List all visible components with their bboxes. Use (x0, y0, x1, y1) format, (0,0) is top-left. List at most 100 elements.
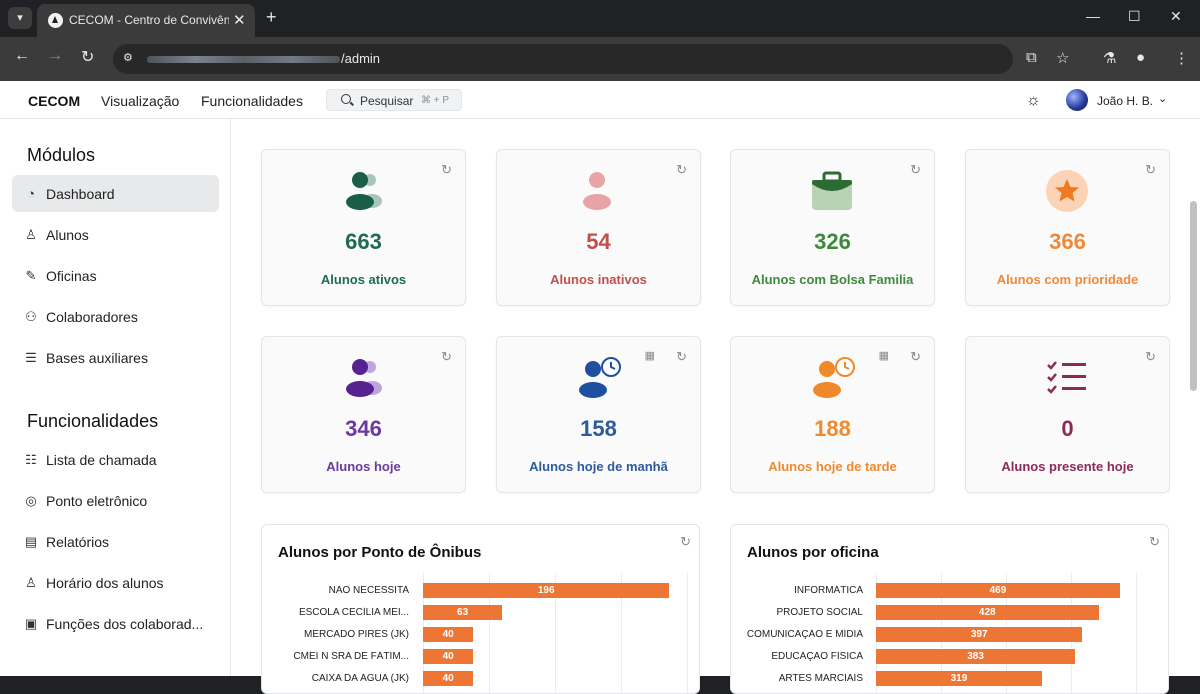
refresh-icon[interactable]: ↻ (680, 534, 691, 549)
site-settings-icon[interactable]: ⚙ (123, 52, 133, 64)
users-icon: ⚇ (25, 309, 37, 324)
chart-bar-value-label: 196 (537, 585, 555, 596)
sidebar-item-funcoes-dos-colaboradores[interactable]: ▣ Funções dos colaborad... (12, 605, 219, 642)
chart-bar[interactable]: 40 (423, 627, 474, 642)
theme-toggle-sun-icon[interactable]: ☼ (1026, 92, 1041, 109)
refresh-icon[interactable]: ↻ (676, 349, 687, 364)
sidebar-item-ponto-eletronico[interactable]: ◎ Ponto eletrônico (12, 482, 219, 519)
refresh-icon[interactable]: ↻ (441, 349, 452, 364)
refresh-icon[interactable]: ↻ (1145, 162, 1156, 177)
sidebar-item-label: Dashboard (46, 186, 115, 202)
gauge-icon: ◔ (27, 186, 35, 201)
chart-gridline (555, 573, 556, 693)
chart-bar-value-label: 40 (442, 629, 454, 640)
card-value: 366 (1049, 229, 1086, 254)
chart-bar[interactable]: 196 (423, 583, 670, 598)
chart-category-label: MERCADO PIRES (JK) (303, 629, 409, 640)
search-label: Pesquisar (360, 94, 414, 108)
refresh-icon[interactable]: ↻ (910, 349, 921, 364)
sidebar-section-modulos: Módulos (27, 145, 96, 165)
tab-search-button[interactable]: ▾ (8, 7, 32, 29)
chart-bar[interactable]: 383 (876, 649, 1076, 664)
menu-visualizacao[interactable]: Visualização (101, 93, 180, 109)
sidebar-item-dashboard[interactable]: ◔ Dashboard (12, 175, 219, 212)
user-name[interactable]: João H. B. (1097, 94, 1154, 108)
profile-icon[interactable]: ● (1136, 49, 1146, 66)
address-bar[interactable]: ⚙ /admin (113, 44, 1013, 74)
calendar-icon[interactable]: ▦ (878, 350, 889, 362)
stat-card-alunos-ativos: ↻ 663 Alunos ativos (261, 149, 466, 306)
chevron-down-icon[interactable]: ⌄ (1158, 93, 1168, 105)
install-app-icon[interactable]: ⧉ (1026, 49, 1037, 66)
chart-bar[interactable]: 319 (876, 671, 1042, 686)
chart-category-label: CMEI N SRA DE FÁTIM... (293, 651, 409, 662)
new-tab-button[interactable]: + (266, 7, 277, 27)
user-clock-icon (579, 357, 621, 398)
reload-icon[interactable]: ↻ (81, 49, 95, 66)
stat-card-alunos-hoje: ↻ 346 Alunos hoje (261, 336, 466, 493)
chart-bar-value-label: 428 (978, 607, 996, 618)
refresh-icon[interactable]: ↻ (676, 162, 687, 177)
sidebar-item-horario-dos-alunos[interactable]: ♙ Horário dos alunos (12, 564, 219, 601)
stat-card-presente-hoje: ↻ 0 Alunos presente hoje (965, 336, 1170, 493)
browser-tab[interactable]: CECOM - Centro de Convivência ✕ (37, 4, 255, 37)
chart-bar[interactable]: 63 (423, 605, 503, 620)
stat-card-prioridade: ↻ 366 Alunos com prioridade (965, 149, 1170, 306)
sidebar-item-label: Oficinas (46, 268, 97, 284)
chart-category-label: NÃO NECESSITA (328, 585, 409, 596)
close-window-icon[interactable]: ✕ (1170, 8, 1182, 24)
sidebar-item-oficinas[interactable]: ✎ Oficinas (12, 257, 219, 294)
sidebar-item-bases-auxiliares[interactable]: ☰ Bases auxiliares (12, 339, 219, 376)
card-label: Alunos presente hoje (1001, 459, 1134, 474)
avatar[interactable] (1066, 89, 1088, 111)
sidebar-item-relatorios[interactable]: ▤ Relatórios (12, 523, 219, 560)
menu-funcionalidades[interactable]: Funcionalidades (201, 93, 303, 109)
chart-gridline (489, 573, 490, 693)
url-text: /admin (341, 51, 381, 66)
chart-bar-row: NÃO NECESSITA 196 (262, 582, 699, 600)
sidebar-item-label: Alunos (46, 227, 89, 243)
chart-category-label: PROJETO SOCIAL (776, 607, 863, 618)
page-scrollbar[interactable] (1190, 201, 1197, 391)
site-favicon-icon (48, 13, 63, 28)
labs-flask-icon[interactable]: ⚗ (1103, 50, 1117, 67)
blurred-host (147, 56, 340, 63)
refresh-icon[interactable]: ↻ (910, 162, 921, 177)
tab-close-icon[interactable]: ✕ (233, 12, 246, 29)
chart-bar[interactable]: 397 (876, 627, 1083, 642)
browser-menu-icon[interactable]: ⋮ (1174, 50, 1189, 67)
brand-logo[interactable]: CECOM (28, 93, 81, 109)
sidebar-item-alunos[interactable]: ♙ Alunos (12, 216, 219, 253)
forward-icon[interactable]: → (47, 47, 63, 64)
sidebar-section-funcionalidades: Funcionalidades (27, 411, 159, 431)
chart-bar[interactable]: 469 (876, 583, 1120, 598)
chart-bar-value-label: 383 (967, 651, 984, 662)
sidebar-item-colaboradores[interactable]: ⚇ Colaboradores (12, 298, 219, 335)
card-label: Alunos inativos (550, 272, 647, 287)
chart-bar[interactable]: 40 (423, 671, 474, 686)
chart-bar[interactable]: 40 (423, 649, 474, 664)
brush-icon: ✎ (25, 268, 37, 283)
maximize-icon[interactable]: ☐ (1128, 8, 1141, 24)
app-topbar: CECOM Visualização Funcionalidades Pesqu… (0, 81, 1200, 119)
card-value: 0 (1061, 416, 1074, 441)
sidebar-item-label: Ponto eletrônico (46, 493, 148, 509)
refresh-icon[interactable]: ↻ (441, 162, 452, 177)
sidebar-item-lista-de-chamada[interactable]: ☷ Lista de chamada (12, 441, 219, 478)
search-button[interactable]: Pesquisar ⌘ + P (326, 89, 462, 111)
refresh-icon[interactable]: ↻ (1149, 534, 1160, 549)
bookmark-star-icon[interactable]: ☆ (1056, 50, 1070, 67)
minimize-icon[interactable]: — (1086, 8, 1100, 24)
chart-bar[interactable]: 428 (876, 605, 1099, 620)
refresh-icon[interactable]: ↻ (1145, 349, 1156, 364)
chart-panel-oficina: Alunos por oficina ↻ INFORMÁTICA 469 PROJE… (730, 524, 1169, 694)
back-icon[interactable]: ← (14, 47, 30, 64)
sidebar-item-label: Funções dos colaborad... (46, 616, 204, 632)
calendar-icon[interactable]: ▦ (644, 350, 655, 362)
chart-category-label: CAIXA DA ÁGUA (JK) (311, 673, 409, 684)
users-icon (346, 172, 382, 210)
chart-bar-row: PROJETO SOCIAL 428 (731, 604, 1168, 622)
stat-card-alunos-hoje-tarde: ▦ ↻ 188 Alunos hoje de tarde (730, 336, 935, 493)
card-label: Alunos hoje (326, 459, 401, 474)
chart-bar-value-label: 319 (950, 673, 968, 684)
